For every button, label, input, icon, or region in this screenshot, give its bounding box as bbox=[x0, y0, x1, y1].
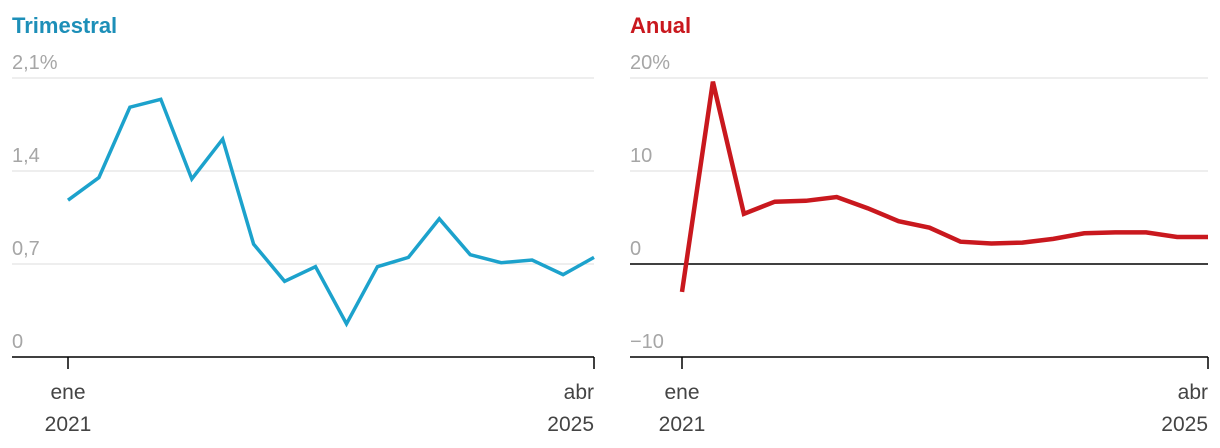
left-y-tick-label: 0 bbox=[12, 331, 23, 353]
right-x-start-year: 2021 bbox=[659, 413, 706, 436]
right-y-tick-label: −10 bbox=[630, 331, 664, 353]
right-chart-title: Anual bbox=[630, 13, 691, 38]
left-x-end-year: 2025 bbox=[547, 413, 594, 436]
left-x-start-month: ene bbox=[50, 381, 85, 404]
right-x-end-month: abr bbox=[1178, 381, 1208, 404]
left-y-tick-label: 2,1% bbox=[12, 52, 58, 74]
left-y-tick-label: 1,4 bbox=[12, 145, 40, 167]
right-y-tick-label: 10 bbox=[630, 145, 652, 167]
right-y-tick-label: 0 bbox=[630, 238, 641, 260]
left-chart-title: Trimestral bbox=[12, 13, 117, 38]
left-series-line bbox=[66, 97, 595, 328]
left-x-end-month: abr bbox=[564, 381, 594, 404]
right-y-tick-label: 20% bbox=[630, 52, 670, 74]
left-x-start-year: 2021 bbox=[45, 413, 92, 436]
left-y-tick-label: 0,7 bbox=[12, 238, 40, 260]
right-x-start-month: ene bbox=[664, 381, 699, 404]
right-x-end-year: 2025 bbox=[1161, 413, 1208, 436]
right-series-line bbox=[679, 81, 1208, 293]
